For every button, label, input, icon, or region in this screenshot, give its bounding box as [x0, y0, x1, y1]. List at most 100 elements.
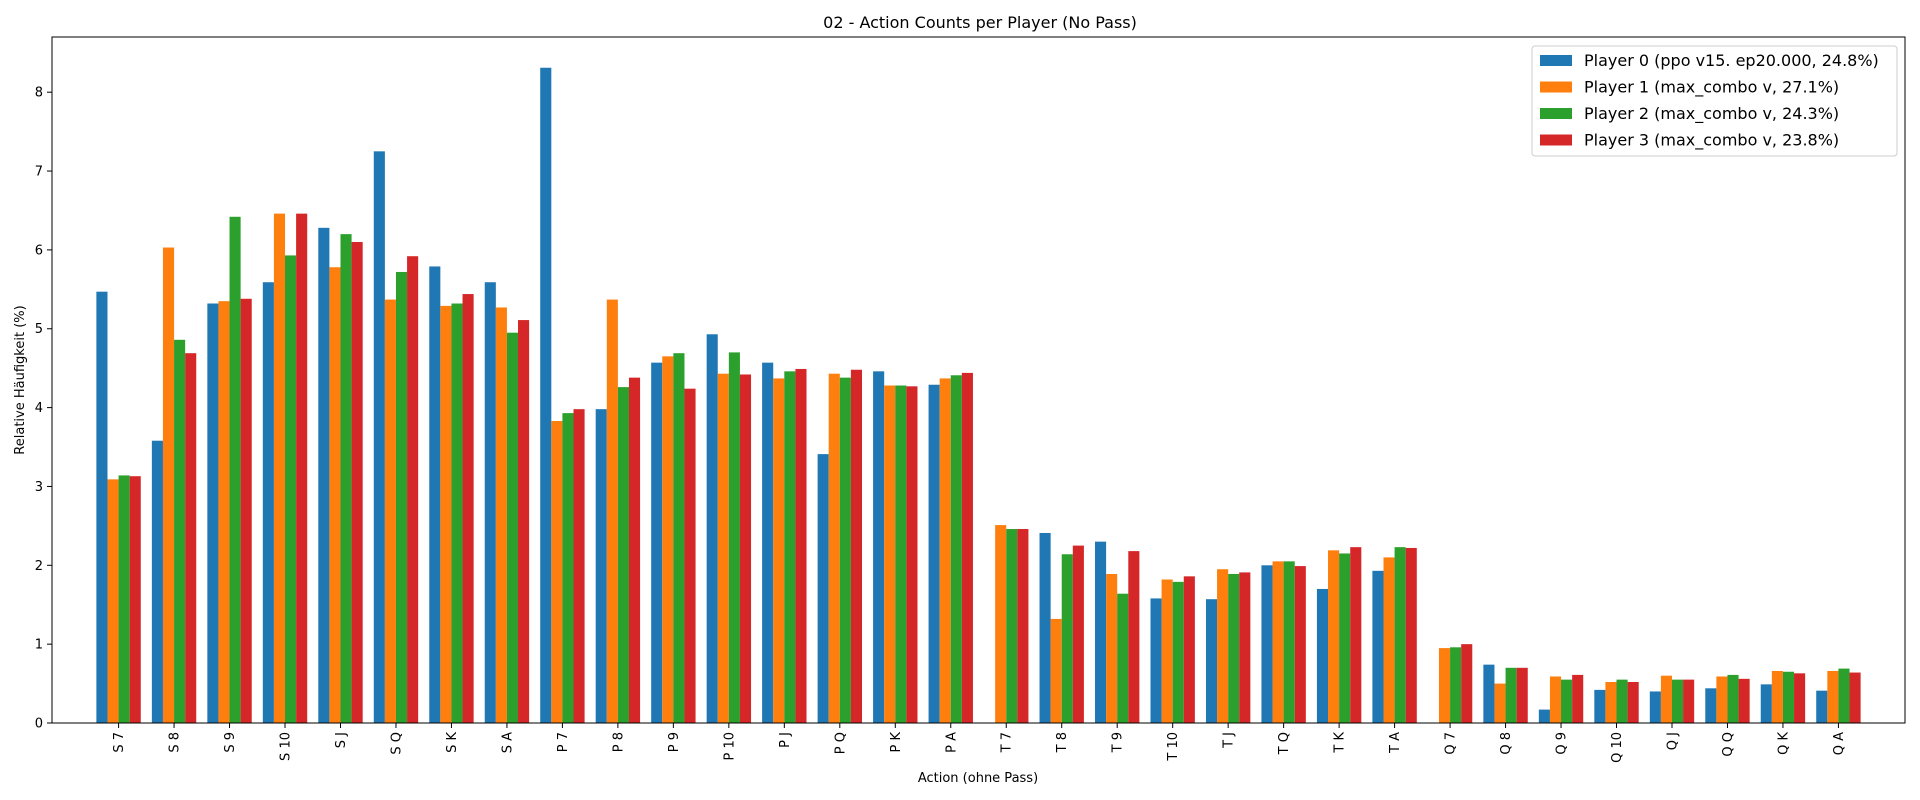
bar-player0-t-9 [1095, 541, 1107, 723]
bar-player0-t-q [1261, 565, 1273, 723]
bar-player1-s-k [440, 305, 452, 723]
bar-player2-s-7 [118, 475, 130, 723]
legend-label: Player 3 (max_combo v, 23.8%) [1584, 131, 1839, 151]
legend-label: Player 1 (max_combo v, 27.1%) [1584, 78, 1839, 98]
bar-player1-s-10 [273, 213, 286, 723]
bar-player3-s-9 [240, 298, 252, 723]
x-tick-label: Q 8 [1499, 732, 1514, 755]
legend-swatch [1540, 134, 1572, 146]
bar-player2-p-q [839, 377, 851, 723]
x-tick-label: P A [944, 732, 959, 753]
x-tick-label: P 9 [667, 732, 682, 752]
bar-player1-t-10 [1161, 579, 1173, 723]
bar-player3-s-10 [296, 213, 308, 723]
bar-player2-t-9 [1117, 593, 1129, 723]
bar-player3-t-j [1239, 572, 1251, 723]
bar-player3-q-8 [1516, 667, 1528, 723]
bar-player0-s-k [429, 266, 441, 723]
x-tick-label: S 7 [112, 732, 127, 753]
legend-swatch [1540, 81, 1572, 93]
bar-player1-s-9 [218, 301, 230, 723]
y-axis: 0 1 2 3 4 5 6 7 8 [35, 86, 52, 732]
x-axis: S 7 S 8 S 9 S 10 S J S Q S K S A P 7 P 8 P 9 P 10 P … [112, 723, 1847, 763]
bar-player2-t-7 [1006, 529, 1018, 723]
bar-player0-p-7 [540, 67, 552, 723]
bar-player1-t-7 [995, 525, 1007, 723]
bar-player0-p-q [817, 454, 829, 723]
bar-player0-q-q [1705, 688, 1717, 723]
bar-player3-t-10 [1183, 576, 1195, 723]
y-tick-label: 5 [35, 322, 43, 337]
x-tick-label: S K [445, 732, 460, 753]
x-axis-label: Action (ohne Pass) [918, 771, 1038, 786]
bar-player0-s-8 [151, 440, 163, 723]
x-tick-label: Q Q [1721, 732, 1736, 757]
bar-player2-s-j [340, 234, 352, 723]
bar-player1-q-q [1716, 676, 1728, 723]
bar-player2-p-7 [562, 413, 574, 723]
bar-player3-t-a [1405, 547, 1417, 723]
bar-player2-s-9 [229, 216, 241, 723]
bar-player1-t-a [1383, 557, 1395, 723]
bar-player0-t-10 [1150, 598, 1162, 723]
bar-player3-p-10 [739, 374, 752, 723]
bar-player1-p-9 [662, 356, 674, 723]
bar-player3-s-q [407, 256, 419, 723]
bar-player1-s-a [495, 307, 507, 723]
x-tick-label: T A [1388, 732, 1403, 754]
bar-player2-q-9 [1561, 679, 1573, 723]
x-tick-label: P 7 [556, 732, 571, 752]
bar-player2-t-k [1339, 553, 1351, 723]
bar-player0-t-8 [1039, 532, 1051, 723]
bar-player1-p-j [773, 378, 785, 723]
bar-player1-q-8 [1494, 683, 1506, 723]
bar-player0-q-j [1649, 691, 1661, 723]
bar-player1-t-8 [1050, 618, 1062, 723]
bar-player0-s-7 [96, 291, 108, 723]
x-tick-label: Q J [1665, 732, 1680, 750]
bar-player3-s-j [351, 242, 363, 723]
bar-player3-q-j [1683, 679, 1695, 723]
bar-player0-s-a [484, 282, 496, 723]
bar-player2-p-8 [617, 387, 629, 723]
x-tick-label: T 10 [1166, 732, 1181, 762]
x-tick-label: T J [1222, 732, 1237, 749]
bar-player0-t-k [1316, 588, 1329, 723]
bar-player1-t-k [1328, 550, 1340, 723]
bar-player2-s-k [451, 303, 463, 723]
bar-player2-t-q [1283, 561, 1295, 723]
bar-player3-p-7 [573, 409, 585, 723]
bar-player1-p-8 [606, 299, 618, 723]
x-tick-label: S 9 [223, 732, 238, 753]
legend-box [1531, 45, 1898, 157]
bar-player3-q-7 [1461, 644, 1473, 723]
bar-player0-p-8 [595, 409, 607, 723]
bar-player0-s-j [318, 227, 330, 723]
y-tick-label: 0 [35, 717, 43, 732]
bar-player3-p-8 [628, 377, 641, 723]
x-tick-label: Q 10 [1610, 732, 1625, 763]
bar-player1-s-8 [162, 247, 175, 723]
x-tick-label: P Q [833, 732, 848, 754]
bar-player1-p-10 [717, 373, 729, 723]
bar-player2-p-10 [728, 352, 740, 723]
bar-player0-p-k [873, 371, 885, 723]
bar-player2-p-9 [673, 353, 685, 723]
bar-player1-q-j [1660, 675, 1672, 723]
bars-layer [96, 67, 1861, 724]
x-tick-label: P K [889, 732, 904, 753]
y-tick-label: 6 [35, 243, 43, 258]
bar-player3-t-k [1350, 547, 1362, 723]
bar-player3-p-k [906, 386, 918, 723]
x-tick-label: S Q [389, 732, 404, 755]
bar-player3-p-a [961, 372, 973, 723]
bar-player3-q-9 [1572, 674, 1584, 723]
bar-player3-q-a [1849, 672, 1861, 723]
legend-label: Player 2 (max_combo v, 24.3%) [1584, 104, 1839, 124]
bar-player2-q-10 [1616, 679, 1628, 723]
bar-player3-p-j [795, 368, 807, 723]
bar-player2-t-j [1228, 573, 1240, 723]
x-tick-label: T 7 [1000, 732, 1015, 753]
bar-player3-s-7 [129, 476, 141, 723]
x-tick-label: T K [1333, 732, 1348, 754]
